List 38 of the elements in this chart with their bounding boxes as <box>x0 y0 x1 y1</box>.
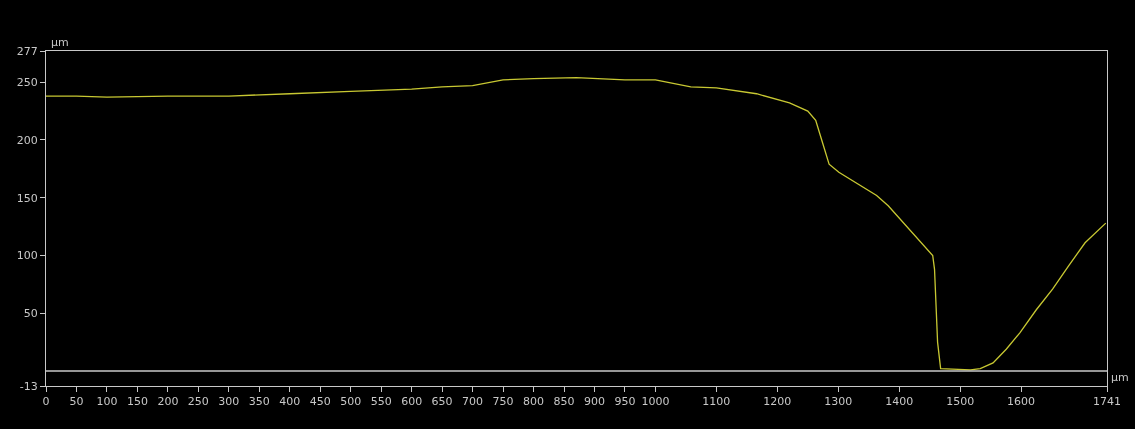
x-tick-label: 1300 <box>824 395 853 409</box>
y-tick-label: 250 <box>16 76 38 90</box>
x-tick-label: 1600 <box>1007 395 1036 409</box>
x-tick-label: 250 <box>187 395 209 409</box>
x-tick-label: 800 <box>523 395 545 409</box>
y-tick-label: -13 <box>19 379 38 393</box>
x-tick-label: 750 <box>492 395 514 409</box>
x-tick-label: 50 <box>69 395 84 409</box>
x-tick-label: 1200 <box>763 395 792 409</box>
x-tick-label: 1400 <box>885 395 914 409</box>
y-axis-title: µm <box>51 36 69 49</box>
x-tick-label: 0 <box>42 395 50 409</box>
x-tick-label: 400 <box>279 395 301 409</box>
y-tick-label: 50 <box>23 307 38 321</box>
x-tick-label: 150 <box>126 395 148 409</box>
x-tick-label: 600 <box>401 395 423 409</box>
x-tick-label: 1741 <box>1093 395 1121 409</box>
x-tick-label: 100 <box>96 395 118 409</box>
x-tick-label: 900 <box>583 395 605 409</box>
x-tick-label: 450 <box>309 395 331 409</box>
x-tick-label: 650 <box>431 395 453 409</box>
x-tick-label: 1000 <box>641 395 670 409</box>
x-tick-label: 200 <box>157 395 179 409</box>
x-tick-label: 500 <box>340 395 362 409</box>
y-tick-label: 277 <box>16 44 38 58</box>
x-tick-label: 1100 <box>702 395 731 409</box>
x-tick-label: 700 <box>462 395 484 409</box>
x-tick-label: 1500 <box>946 395 975 409</box>
line-series <box>46 76 1107 371</box>
y-tick-label: 150 <box>16 191 38 205</box>
x-tick-label: 950 <box>614 395 636 409</box>
x-tick-label: 300 <box>218 395 240 409</box>
y-tick-label: 200 <box>16 133 38 147</box>
x-tick-label: 350 <box>248 395 270 409</box>
y-tick-label: 100 <box>16 249 38 263</box>
x-tick-label: 550 <box>370 395 392 409</box>
x-axis-title: µm <box>1111 371 1129 384</box>
x-tick-label: 850 <box>553 395 575 409</box>
